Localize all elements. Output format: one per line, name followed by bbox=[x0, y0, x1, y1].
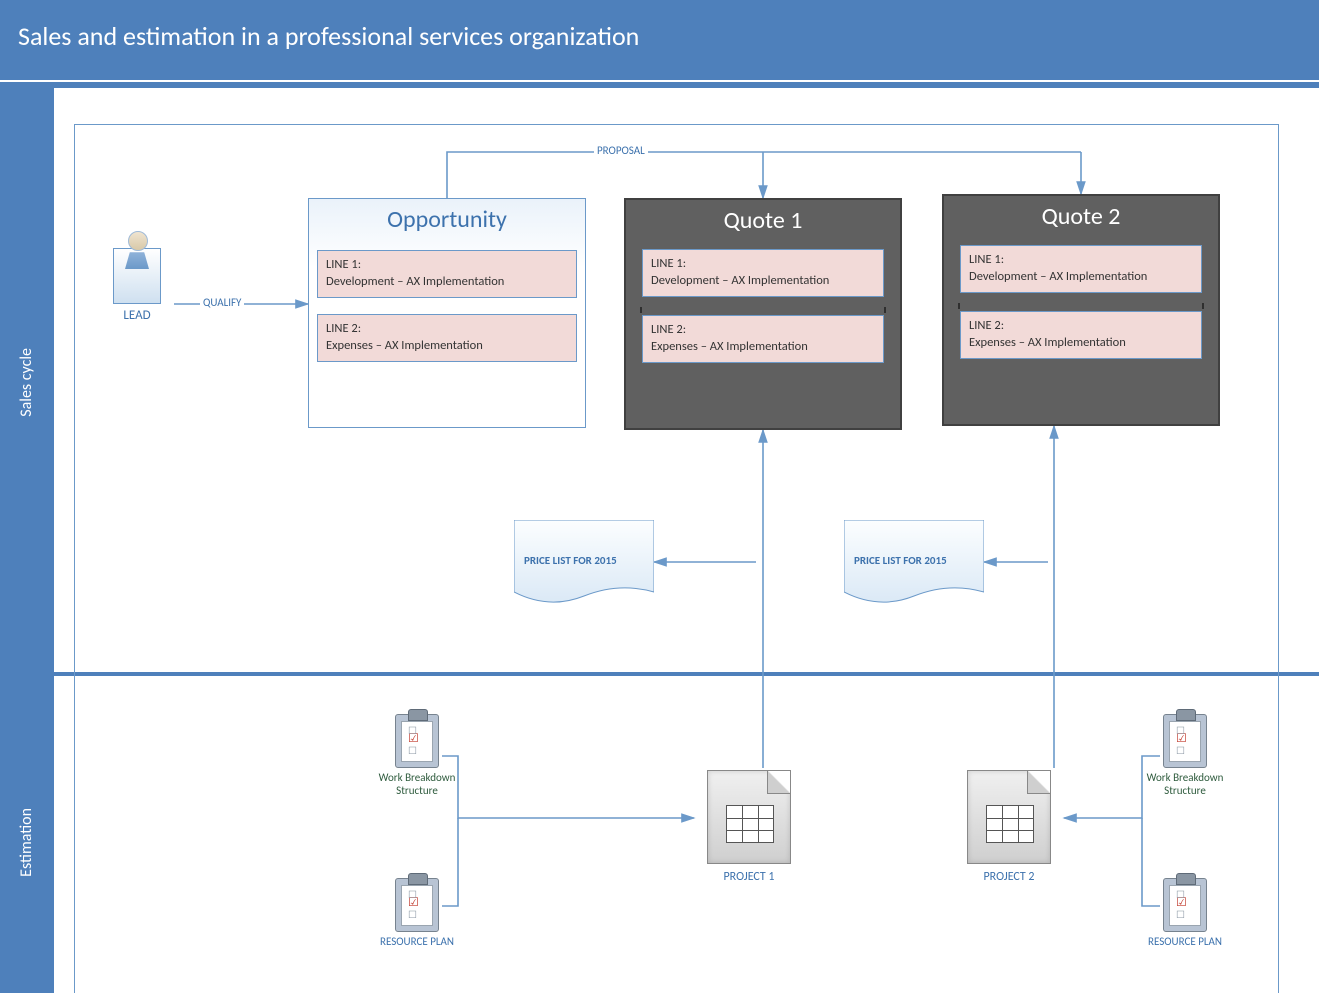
project-label: PROJECT 1 bbox=[694, 870, 804, 884]
quote-title: Quote 1 bbox=[626, 200, 900, 247]
spreadsheet-document-icon bbox=[967, 770, 1051, 864]
checklist-icon bbox=[1176, 733, 1196, 751]
price-list-label: PRICE LIST FOR 2015 bbox=[854, 554, 947, 567]
line-label: LINE 1: bbox=[969, 252, 1193, 269]
line-label: LINE 2: bbox=[651, 322, 875, 339]
quote-panel-2: Quote 2LINE 1:Development – AX Implement… bbox=[942, 194, 1220, 426]
clipboard-3: Work Breakdown Structure bbox=[1137, 714, 1233, 797]
edge-label: QUALIFY bbox=[200, 296, 244, 309]
clipboard-caption: Work Breakdown Structure bbox=[1137, 772, 1233, 797]
quote-title: Quote 2 bbox=[944, 196, 1218, 243]
line-label: LINE 2: bbox=[969, 318, 1193, 335]
clipboard-icon bbox=[395, 878, 439, 932]
quote-line-2: LINE 2:Expenses – AX Implementation bbox=[960, 311, 1202, 359]
price-list-label: PRICE LIST FOR 2015 bbox=[524, 554, 617, 567]
grid-icon bbox=[726, 805, 774, 843]
quote-line-1: LINE 1:Development – AX Implementation bbox=[960, 245, 1202, 293]
line-text: Development – AX Implementation bbox=[651, 273, 875, 290]
opportunity-title: Opportunity bbox=[309, 199, 585, 246]
clipboard-icon bbox=[1163, 878, 1207, 932]
checklist-icon bbox=[1176, 897, 1196, 915]
swimlane-label-column: Sales cycle Estimation bbox=[0, 88, 54, 993]
checklist-icon bbox=[408, 733, 428, 751]
opportunity-line-2: LINE 2: Expenses – AX Implementation bbox=[317, 314, 577, 362]
line-label: LINE 2: bbox=[326, 321, 568, 338]
lead-label: LEAD bbox=[102, 308, 172, 323]
line-text: Expenses – AX Implementation bbox=[326, 338, 568, 355]
price-list-doc-2: PRICE LIST FOR 2015 bbox=[844, 520, 984, 608]
swimlane-sales-label: Sales cycle bbox=[17, 348, 36, 417]
edge-label: PROPOSAL bbox=[594, 144, 648, 157]
swimlane-estimation-label: Estimation bbox=[17, 808, 36, 877]
person-document-icon bbox=[113, 248, 161, 304]
quote-panel-1: Quote 1LINE 1:Development – AX Implement… bbox=[624, 198, 902, 430]
checklist-icon bbox=[408, 897, 428, 915]
clipboard-caption: RESOURCE PLAN bbox=[369, 936, 465, 949]
header-divider bbox=[0, 80, 1319, 88]
quote-line-2: LINE 2:Expenses – AX Implementation bbox=[642, 315, 884, 363]
quote-body: LINE 1:Development – AX ImplementationLI… bbox=[958, 245, 1204, 427]
quote-line-1: LINE 1:Development – AX Implementation bbox=[642, 249, 884, 297]
clipboard-caption: RESOURCE PLAN bbox=[1137, 936, 1233, 949]
line-label: LINE 1: bbox=[651, 256, 875, 273]
clipboard-2: RESOURCE PLAN bbox=[369, 878, 465, 949]
lead-node: LEAD bbox=[102, 248, 172, 323]
diagram-body: Sales cycle Estimation QUALIFY PROPOSAL bbox=[0, 88, 1319, 993]
clipboard-1: Work Breakdown Structure bbox=[369, 714, 465, 797]
line-text: Development – AX Implementation bbox=[969, 269, 1193, 286]
line-text: Expenses – AX Implementation bbox=[651, 339, 875, 356]
project-node-2: PROJECT 2 bbox=[954, 770, 1064, 884]
quote-body: LINE 1:Development – AX ImplementationLI… bbox=[640, 249, 886, 431]
clipboard-caption: Work Breakdown Structure bbox=[369, 772, 465, 797]
diagram-title: Sales and estimation in a professional s… bbox=[18, 20, 639, 52]
spreadsheet-document-icon bbox=[707, 770, 791, 864]
clipboard-4: RESOURCE PLAN bbox=[1137, 878, 1233, 949]
clipboard-icon bbox=[395, 714, 439, 768]
line-text: Expenses – AX Implementation bbox=[969, 335, 1193, 352]
diagram-canvas: QUALIFY PROPOSAL LEAD Opportunity LINE 1:… bbox=[54, 88, 1319, 993]
price-list-doc-1: PRICE LIST FOR 2015 bbox=[514, 520, 654, 608]
line-text: Development – AX Implementation bbox=[326, 274, 568, 291]
opportunity-line-1: LINE 1: Development – AX Implementation bbox=[317, 250, 577, 298]
project-node-1: PROJECT 1 bbox=[694, 770, 804, 884]
opportunity-panel: Opportunity LINE 1: Development – AX Imp… bbox=[308, 198, 586, 428]
diagram-header: Sales and estimation in a professional s… bbox=[0, 0, 1319, 80]
project-label: PROJECT 2 bbox=[954, 870, 1064, 884]
clipboard-icon bbox=[1163, 714, 1207, 768]
line-label: LINE 1: bbox=[326, 257, 568, 274]
grid-icon bbox=[986, 805, 1034, 843]
